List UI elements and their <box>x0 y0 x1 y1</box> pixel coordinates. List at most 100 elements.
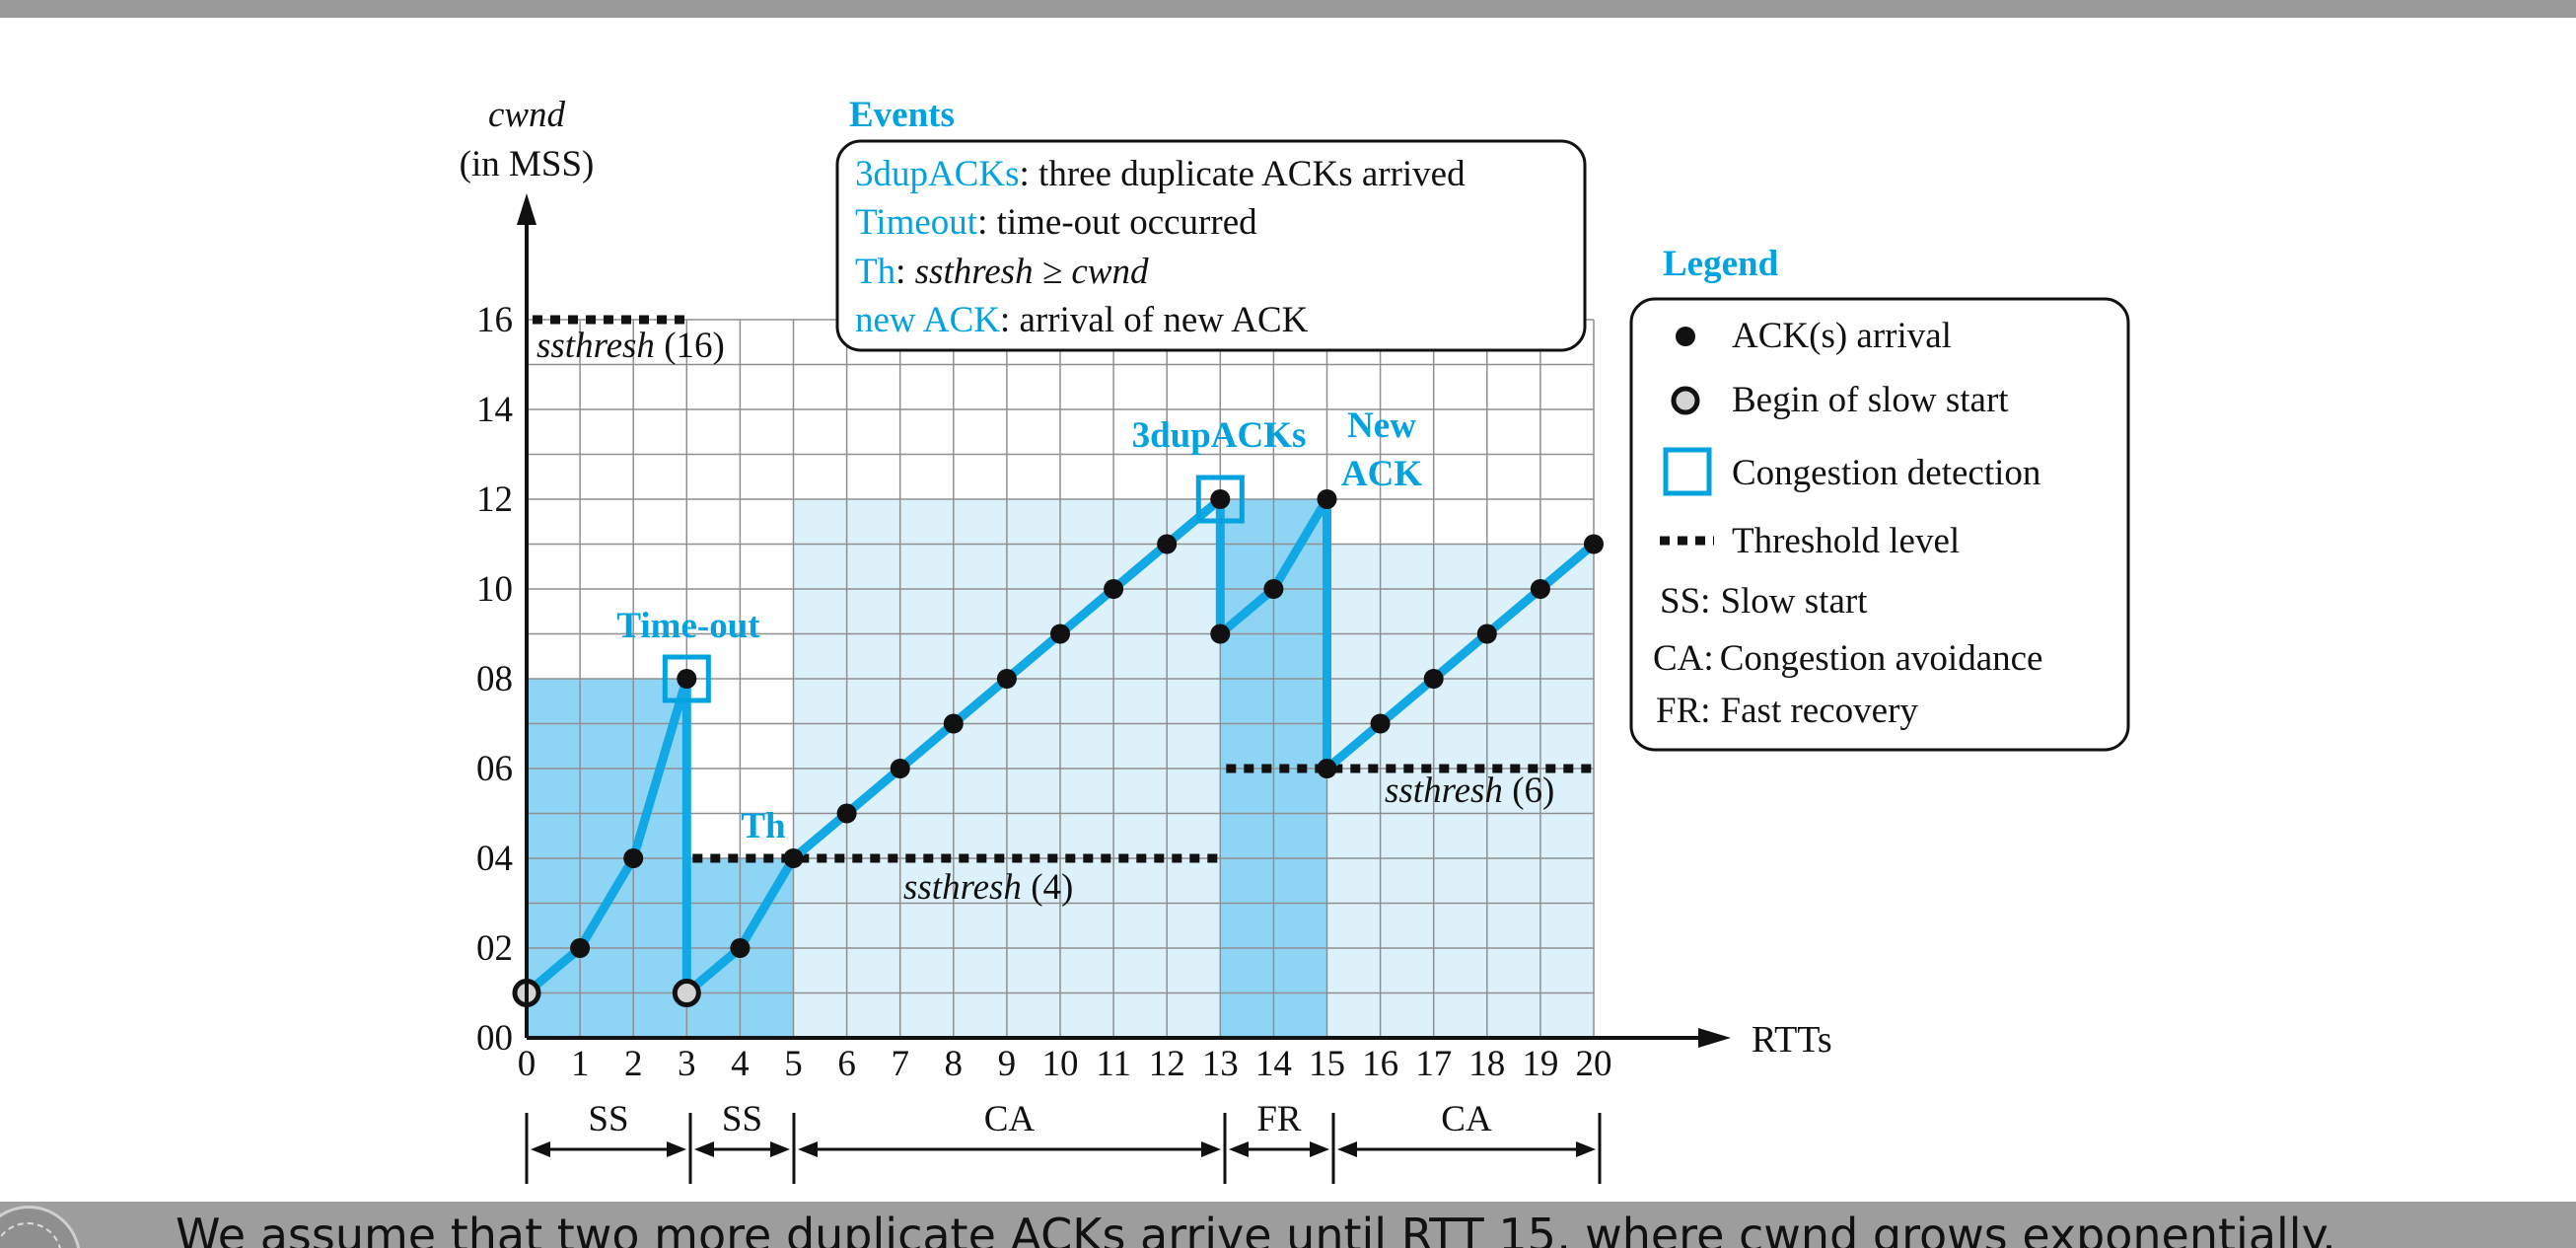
th-label: Th <box>741 806 786 846</box>
y-axis-unit: (in MSS) <box>460 144 595 184</box>
phase-arrow-right-icon <box>667 1141 686 1157</box>
x-tick-label: 1 <box>571 1044 590 1084</box>
ack-point <box>730 938 751 958</box>
ack-point <box>836 803 857 824</box>
ack-point <box>1370 713 1391 734</box>
phase-label: SS <box>588 1099 628 1139</box>
legend-item-slow-start-begin: Begin of slow start <box>1732 380 2009 420</box>
phase-arrow-left-icon <box>798 1141 818 1157</box>
x-axis-title: RTTs <box>1752 1019 1832 1061</box>
timeout-label: Time-out <box>616 606 760 646</box>
x-tick-label: 13 <box>1202 1044 1239 1084</box>
phase-arrow-left-icon <box>694 1141 714 1157</box>
y-tick-label: 04 <box>476 839 513 879</box>
y-tick-label: 16 <box>476 300 513 340</box>
ack-point <box>783 848 804 868</box>
cwnd-series-line <box>522 494 1599 997</box>
filled-dot-icon <box>1676 327 1695 346</box>
slide-caption: We assume that two more duplicate ACKs a… <box>176 1209 2336 1248</box>
legend-item-ca: CA: Congestion avoidance <box>1653 638 2042 679</box>
phase-arrow-left-icon <box>1229 1141 1249 1157</box>
markers <box>512 475 1604 1007</box>
x-tick-label: 12 <box>1149 1044 1185 1084</box>
x-tick-label: 20 <box>1576 1044 1612 1084</box>
x-tick-label: 0 <box>518 1044 537 1084</box>
phase-label: SS <box>722 1099 762 1139</box>
ack-point <box>1210 489 1231 509</box>
y-tick-label: 08 <box>476 659 513 699</box>
x-tick-label: 7 <box>891 1044 909 1084</box>
phase-arrow-left-icon <box>1337 1141 1357 1157</box>
x-tick-label: 4 <box>731 1044 750 1084</box>
x-tick-label: 11 <box>1096 1044 1131 1084</box>
top-bar <box>0 0 2576 18</box>
event-item-3dupacks: 3dupACKs: three duplicate ACKs arrived <box>855 154 1466 194</box>
x-tick-label: 14 <box>1255 1044 1292 1084</box>
new-ack-label-line1: New <box>1347 405 1416 446</box>
phase-label: CA <box>1441 1099 1492 1139</box>
phase-arrow-left-icon <box>531 1141 550 1157</box>
axes <box>517 193 1731 1048</box>
shaded-region-4 <box>1326 544 1594 1038</box>
phase-label: FR <box>1256 1099 1302 1139</box>
events-box <box>835 139 1587 352</box>
x-tick-label: 17 <box>1415 1044 1452 1084</box>
event-item-timeout: Timeout: time-out occurred <box>855 202 1257 243</box>
ack-point <box>570 938 591 958</box>
x-tick-label: 3 <box>678 1044 696 1084</box>
hollow-dot-icon <box>1671 386 1700 415</box>
y-axis-arrow-icon <box>517 193 537 225</box>
x-tick-label: 5 <box>784 1044 803 1084</box>
ack-point <box>1104 579 1124 599</box>
ack-point <box>943 713 964 734</box>
x-tick-label: 6 <box>837 1044 856 1084</box>
ack-point <box>623 848 644 868</box>
phase-arrow-right-icon <box>770 1141 790 1157</box>
x-tick-label: 16 <box>1362 1044 1398 1084</box>
legend-item-congestion: Congestion detection <box>1732 453 2040 493</box>
ack-point <box>1210 624 1231 644</box>
cwnd-line <box>522 494 1599 997</box>
y-tick-label: 12 <box>476 479 513 520</box>
ssthresh-4-label: ssthresh (4) <box>903 867 1073 908</box>
x-tick-label: 18 <box>1468 1044 1505 1084</box>
event-item-new-ack: new ACK: arrival of new ACK <box>855 300 1309 340</box>
square-icon <box>1663 447 1712 496</box>
ack-point <box>1423 669 1444 689</box>
phase-row: SS SS CA FR CA <box>525 1099 1602 1184</box>
new-ack-label-line2: ACK <box>1341 454 1422 494</box>
legend-box <box>1629 297 2130 752</box>
y-tick-label: 14 <box>476 390 513 430</box>
x-tick-label: 19 <box>1522 1044 1558 1084</box>
university-logo-icon <box>0 1206 81 1248</box>
legend-title: Legend <box>1663 244 1779 284</box>
ack-point <box>1530 579 1550 599</box>
ssthresh-16-label: ssthresh (16) <box>537 326 725 366</box>
congestion-square-icon <box>1195 475 1245 524</box>
legend-item-ss: SS: Slow start <box>1660 581 1868 622</box>
x-axis-arrow-icon <box>1698 1028 1731 1048</box>
legend-item-threshold: Threshold level <box>1732 521 1960 561</box>
ack-point <box>1263 579 1284 599</box>
slow-start-point <box>672 979 701 1007</box>
x-tick-label: 8 <box>945 1044 964 1084</box>
ack-point <box>996 669 1017 689</box>
ack-point <box>1317 489 1337 509</box>
ack-point <box>1050 624 1070 644</box>
dupacks-label: 3dupACKs <box>1132 415 1307 456</box>
y-tick-label: 10 <box>476 569 513 610</box>
grid <box>527 319 1595 1038</box>
y-tick-label: 02 <box>476 928 513 969</box>
event-item-th: Th: ssthresh ≥ cwnd <box>855 252 1149 292</box>
y-tick-label: 06 <box>476 749 513 789</box>
legend-item-ack: ACK(s) arrival <box>1732 316 1952 356</box>
x-tick-label: 9 <box>998 1044 1017 1084</box>
bottom-bar: We assume that two more duplicate ACKs a… <box>0 1202 2576 1248</box>
phase-arrow-right-icon <box>1310 1141 1329 1157</box>
x-tick-label: 15 <box>1309 1044 1345 1084</box>
x-tick-label: 10 <box>1042 1044 1079 1084</box>
threshold-lines <box>533 315 1592 863</box>
ack-point <box>1157 534 1178 554</box>
